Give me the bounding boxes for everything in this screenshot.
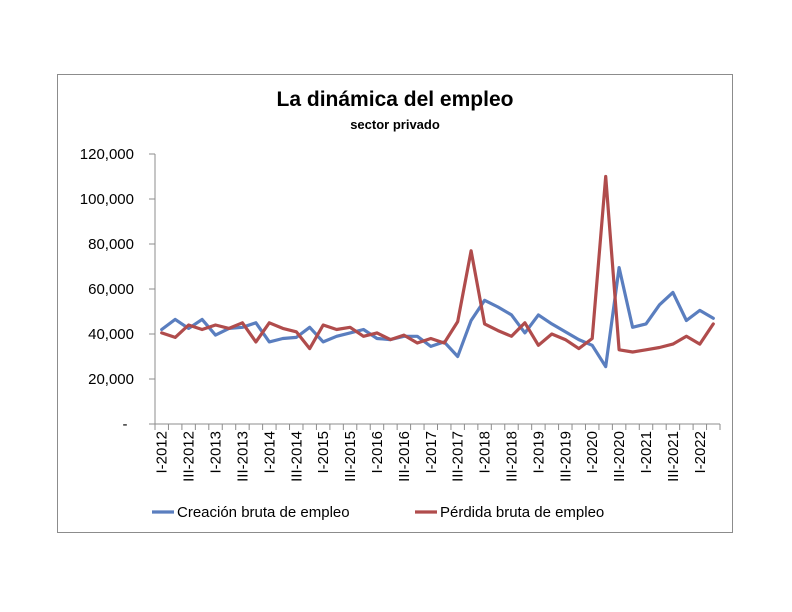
x-tick-label: III-2017 [450, 431, 467, 482]
x-tick-label: I-2020 [584, 431, 601, 474]
series-line-1 [160, 266, 715, 369]
y-tick-label: 120,000 [80, 146, 134, 163]
x-tick-label: I-2017 [423, 431, 440, 474]
y-tick-label: 40,000 [88, 326, 134, 343]
x-tick-label: III-2021 [665, 431, 682, 482]
x-tick-label: I-2016 [369, 431, 386, 474]
x-tick-label: I-2019 [530, 431, 547, 474]
x-tick-label: I-2021 [638, 431, 655, 474]
x-tick-label: III-2015 [342, 431, 359, 482]
y-tick-label: 100,000 [80, 191, 134, 208]
legend-label: Creación bruta de empleo [177, 504, 350, 521]
legend-label: Pérdida bruta de empleo [440, 504, 604, 521]
x-tick-label: III-2020 [611, 431, 628, 482]
y-tick-label: 80,000 [88, 236, 134, 253]
legend: Creación bruta de empleo Pérdida bruta de… [152, 504, 604, 521]
x-tick-label: III-2018 [503, 431, 520, 482]
x-axis-labels: I-2012 III-2012 I-2013 III-2013 I-2014 III-20… [154, 431, 709, 482]
x-tick-label: I-2012 [154, 431, 171, 474]
x-tick-label: I-2014 [261, 431, 278, 474]
y-axis-labels: - 20,000 40,000 60,000 80,000 100,000 120,000 [80, 146, 134, 433]
y-tick-label: 60,000 [88, 281, 134, 298]
x-tick-label: III-2013 [234, 431, 251, 482]
x-tick-label: III-2012 [181, 431, 198, 482]
x-tick-label: I-2013 [208, 431, 225, 474]
y-tick-label: - [123, 416, 128, 433]
series-line-2 [160, 174, 715, 354]
x-tick-label: III-2019 [557, 431, 574, 482]
x-tick-label: I-2018 [477, 431, 494, 474]
chart-title: La dinámica del empleo [276, 88, 514, 111]
chart-subtitle: sector privado [350, 117, 440, 132]
x-tick-label: I-2022 [692, 431, 709, 474]
axes [149, 153, 721, 430]
x-tick-label: I-2015 [315, 431, 332, 474]
y-tick-label: 20,000 [88, 371, 134, 388]
x-tick-label: III-2016 [396, 431, 413, 482]
chart-frame [57, 74, 733, 533]
series-lines [160, 174, 715, 369]
x-tick-label: III-2014 [288, 431, 305, 482]
